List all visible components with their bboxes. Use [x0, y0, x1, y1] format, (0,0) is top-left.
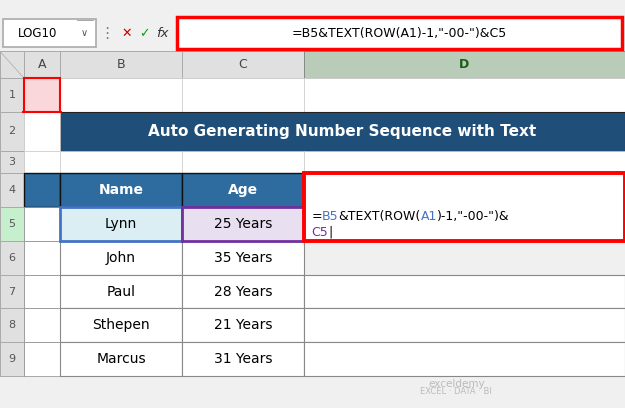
Bar	[182, 342, 304, 376]
Text: |: |	[328, 226, 332, 239]
Text: =: =	[311, 210, 322, 223]
Bar	[60, 342, 182, 376]
Bar	[24, 151, 60, 173]
Text: 5: 5	[8, 219, 16, 229]
Text: Name: Name	[99, 183, 144, 197]
Bar	[24, 241, 60, 275]
Bar	[0, 308, 24, 342]
Text: 28 Years: 28 Years	[214, 284, 272, 299]
Text: Paul: Paul	[106, 284, 136, 299]
Bar	[0, 241, 24, 275]
Bar	[182, 308, 304, 342]
Bar	[182, 78, 304, 112]
Text: =B5&TEXT(ROW(A1)-1,"-00-")&C5: =B5&TEXT(ROW(A1)-1,"-00-")&C5	[292, 27, 507, 40]
Bar	[24, 308, 60, 342]
Text: exceldemy: exceldemy	[428, 379, 484, 389]
Bar	[304, 78, 625, 112]
Bar	[182, 207, 304, 241]
Bar	[58, 111, 62, 113]
Bar	[182, 241, 304, 275]
Bar	[0, 207, 24, 241]
Text: 6: 6	[8, 253, 16, 263]
Bar	[304, 173, 625, 207]
Bar	[304, 342, 625, 376]
Bar	[304, 51, 625, 78]
Bar	[304, 308, 625, 342]
Text: ✓: ✓	[139, 27, 149, 40]
Bar	[60, 78, 182, 112]
Text: Age: Age	[228, 183, 258, 197]
Bar	[60, 207, 182, 241]
Bar	[60, 51, 182, 78]
Text: 9: 9	[8, 354, 16, 364]
Text: ∨: ∨	[81, 29, 88, 38]
Bar	[0, 16, 625, 51]
Bar	[24, 173, 60, 207]
Bar	[0, 275, 24, 308]
Text: ✕: ✕	[122, 27, 132, 40]
Text: 21 Years: 21 Years	[214, 318, 272, 333]
Text: B: B	[117, 58, 125, 71]
Bar	[0, 51, 24, 78]
Text: A: A	[38, 58, 46, 71]
Text: B5: B5	[322, 210, 339, 223]
Bar	[77, 20, 94, 21]
Bar	[24, 275, 60, 308]
Text: 31 Years: 31 Years	[214, 352, 272, 366]
Bar	[60, 151, 182, 173]
Text: 3: 3	[8, 157, 16, 167]
Bar	[60, 112, 625, 151]
Bar	[60, 241, 182, 275]
Bar	[304, 151, 625, 173]
Bar	[182, 51, 304, 78]
Bar	[304, 173, 625, 241]
Text: D: D	[459, 58, 469, 71]
Bar	[24, 112, 60, 151]
Text: Serial Number: Serial Number	[408, 183, 521, 197]
Bar	[60, 275, 182, 308]
Text: 8: 8	[8, 320, 16, 330]
Text: C: C	[239, 58, 248, 71]
Bar	[0, 78, 24, 112]
Bar	[304, 275, 625, 308]
Bar	[22, 111, 26, 113]
Bar	[24, 342, 60, 376]
Text: &TEXT(ROW(: &TEXT(ROW(	[339, 210, 421, 223]
Bar	[60, 308, 182, 342]
Bar	[182, 173, 304, 207]
Text: )-1,"-00-")&: )-1,"-00-")&	[437, 210, 510, 223]
Text: 25 Years: 25 Years	[214, 217, 272, 231]
Bar	[0, 151, 24, 173]
Bar	[3, 19, 96, 47]
Bar	[24, 78, 60, 112]
Bar	[24, 207, 60, 241]
Text: John: John	[106, 251, 136, 265]
Text: Sthepen: Sthepen	[92, 318, 150, 333]
Text: Auto Generating Number Sequence with Text: Auto Generating Number Sequence with Tex…	[148, 124, 537, 139]
Text: EXCEL · DATA · BI: EXCEL · DATA · BI	[420, 387, 492, 396]
Text: 7: 7	[8, 286, 16, 297]
Text: Marcus: Marcus	[96, 352, 146, 366]
Text: 4: 4	[8, 185, 16, 195]
Text: fx: fx	[156, 27, 168, 40]
Bar	[182, 151, 304, 173]
Bar	[0, 342, 24, 376]
Text: 2: 2	[8, 126, 16, 136]
Text: A1: A1	[421, 210, 437, 223]
Bar	[60, 173, 182, 207]
Bar	[0, 112, 24, 151]
Bar	[24, 51, 60, 78]
Text: 1: 1	[8, 90, 16, 100]
Text: Lynn: Lynn	[105, 217, 137, 231]
Text: C5: C5	[311, 226, 328, 239]
Bar	[177, 17, 622, 49]
Bar	[182, 275, 304, 308]
Text: LOG10: LOG10	[18, 27, 58, 40]
Bar	[0, 173, 24, 207]
Text: 35 Years: 35 Years	[214, 251, 272, 265]
Text: ⋮: ⋮	[99, 26, 114, 41]
